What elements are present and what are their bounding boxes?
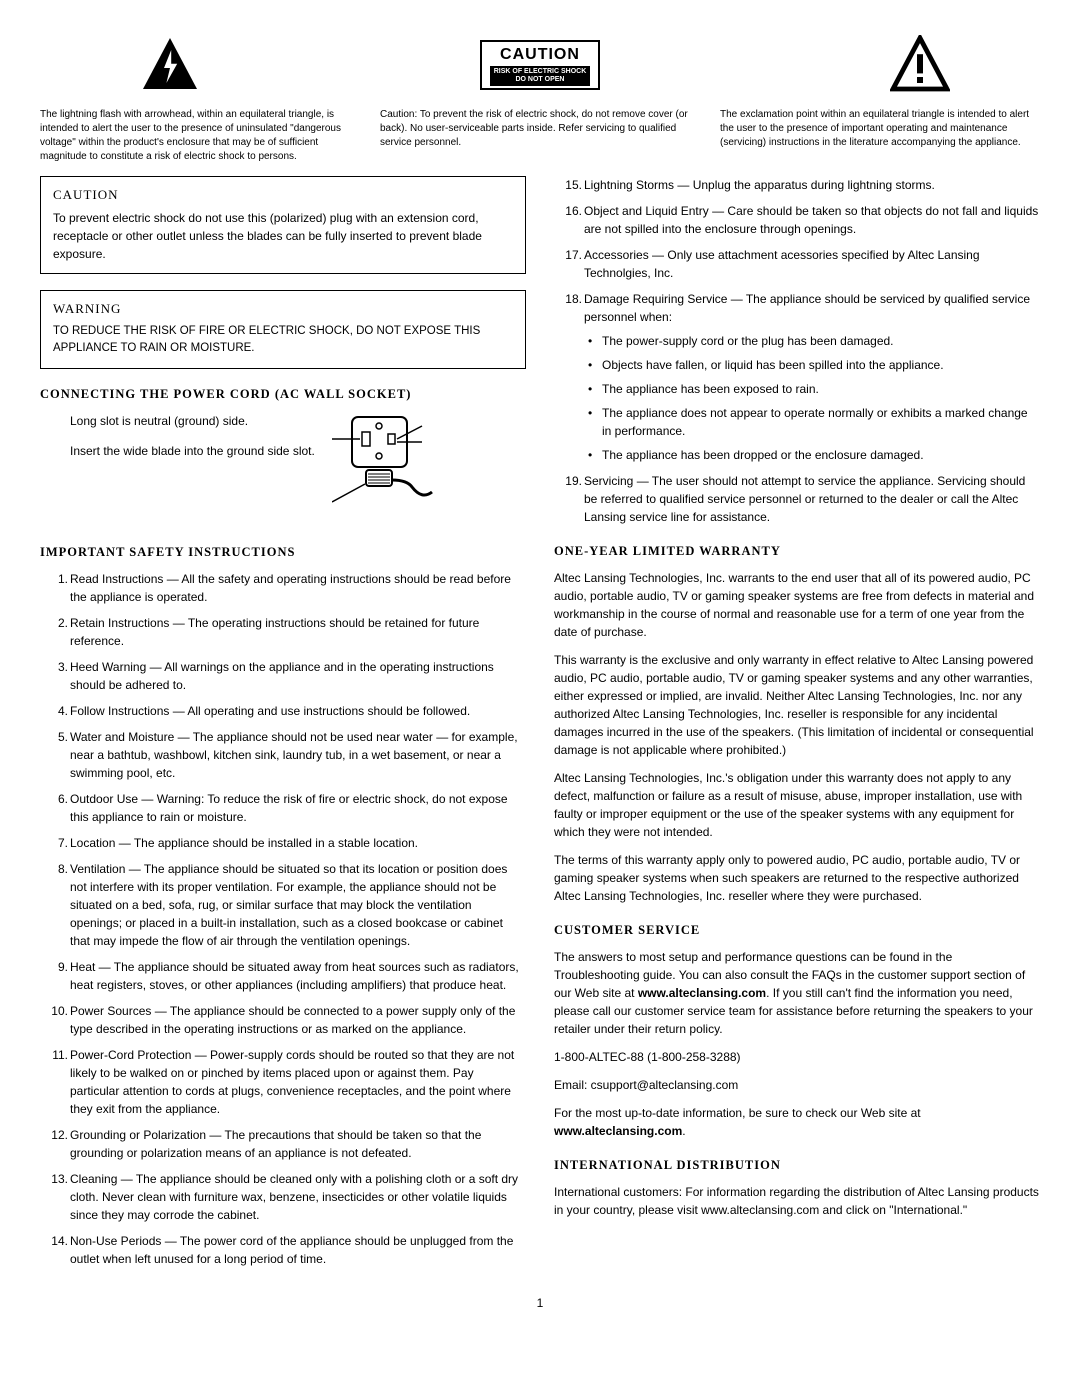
safety-item-18-text: Damage Requiring Service — The appliance… (584, 292, 1030, 324)
safety-item: Read Instructions — All the safety and o… (46, 570, 526, 606)
service-p2a: For the most up-to-date information, be … (554, 1106, 921, 1120)
service-p2c: . (682, 1124, 685, 1138)
safety-item: Heed Warning — All warnings on the appli… (46, 658, 526, 694)
safety-item: Retain Instructions — The operating inst… (46, 614, 526, 650)
safety-item: Power-Cord Protection — Power-supply cor… (46, 1046, 526, 1118)
power-line2: Insert the wide blade into the ground si… (70, 442, 322, 460)
lightning-triangle-icon-wrap (40, 30, 360, 100)
safety-item: Grounding or Polarization — The precauti… (46, 1126, 526, 1162)
intl-title: INTERNATIONAL DISTRIBUTION (554, 1158, 1040, 1173)
service-title: CUSTOMER SERVICE (554, 923, 1040, 938)
caution-text: To prevent electric shock do not use thi… (53, 209, 513, 263)
safety-subitem: The power-supply cord or the plug has be… (588, 332, 1040, 350)
caution-box-sub: RISK OF ELECTRIC SHOCK DO NOT OPEN (490, 66, 591, 87)
lightning-triangle-icon (140, 35, 200, 95)
safety-list-left: Read Instructions — All the safety and o… (40, 570, 526, 1268)
warning-title: WARNING (53, 301, 513, 317)
safety-item: Non-Use Periods — The power cord of the … (46, 1232, 526, 1268)
warranty-p4: The terms of this warranty apply only to… (554, 851, 1040, 905)
page-number: 1 (40, 1296, 1040, 1310)
header-right-text: The exclamation point within an equilate… (720, 108, 1040, 150)
safety-item: Ventilation — The appliance should be si… (46, 860, 526, 950)
safety-item: Power Sources — The appliance should be … (46, 1002, 526, 1038)
warning-text: TO REDUCE THE RISK OF FIRE OR ELECTRIC S… (53, 323, 513, 358)
caution-label-box: CAUTION RISK OF ELECTRIC SHOCK DO NOT OP… (480, 40, 601, 91)
safety-item: Object and Liquid Entry — Care should be… (560, 202, 1040, 238)
warning-box-section: WARNING TO REDUCE THE RISK OF FIRE OR EL… (40, 290, 526, 369)
safety-item: Location — The appliance should be insta… (46, 834, 526, 852)
body-columns: CAUTION To prevent electric shock do not… (40, 176, 1040, 1276)
service-phone: 1-800-ALTEC-88 (1-800-258-3288) (554, 1048, 1040, 1066)
safety-item: Lightning Storms — Unplug the apparatus … (560, 176, 1040, 194)
safety-subitem: The appliance does not appear to operate… (588, 404, 1040, 440)
power-title: CONNECTING THE POWER CORD (AC WALL SOCKE… (40, 387, 526, 402)
safety-item-18-sublist: The power-supply cord or the plug has be… (584, 332, 1040, 464)
header-row: The lightning flash with arrowhead, with… (40, 30, 1040, 164)
safety-item: Damage Requiring Service — The appliance… (560, 290, 1040, 464)
warranty-p1: Altec Lansing Technologies, Inc. warrant… (554, 569, 1040, 641)
warranty-p2: This warranty is the exclusive and only … (554, 651, 1040, 759)
service-url-2: www.alteclansing.com (554, 1124, 682, 1138)
warranty-p3: Altec Lansing Technologies, Inc.'s oblig… (554, 769, 1040, 841)
service-email: Email: csupport@alteclansing.com (554, 1076, 1040, 1094)
exclamation-triangle-icon-wrap (720, 30, 1040, 100)
safety-item: Accessories — Only use attachment acesso… (560, 246, 1040, 282)
header-col-left: The lightning flash with arrowhead, with… (40, 30, 360, 164)
outlet-plug-icon (332, 412, 442, 527)
page: The lightning flash with arrowhead, with… (0, 0, 1080, 1330)
safety-item: Cleaning — The appliance should be clean… (46, 1170, 526, 1224)
caution-box-title: CAUTION (500, 46, 580, 64)
safety-item: Servicing — The user should not attempt … (560, 472, 1040, 526)
caution-box-section: CAUTION To prevent electric shock do not… (40, 176, 526, 274)
caution-box-sub2: DO NOT OPEN (515, 76, 564, 83)
safety-list-right: Lightning Storms — Unplug the apparatus … (554, 176, 1040, 526)
safety-item: Follow Instructions — All operating and … (46, 702, 526, 720)
header-col-right: The exclamation point within an equilate… (720, 30, 1040, 164)
safety-title: IMPORTANT SAFETY INSTRUCTIONS (40, 545, 526, 560)
safety-subitem: Objects have fallen, or liquid has been … (588, 356, 1040, 374)
caution-box-sub1: RISK OF ELECTRIC SHOCK (494, 68, 587, 75)
warranty-title: ONE-YEAR LIMITED WARRANTY (554, 544, 1040, 559)
safety-item: Outdoor Use — Warning: To reduce the ris… (46, 790, 526, 826)
intl-p1: International customers: For information… (554, 1183, 1040, 1219)
service-p1: The answers to most setup and performanc… (554, 948, 1040, 1038)
safety-item: Heat — The appliance should be situated … (46, 958, 526, 994)
header-center-text: Caution: To prevent the risk of electric… (380, 108, 700, 150)
safety-item: Water and Moisture — The appliance shoul… (46, 728, 526, 782)
service-url-1: www.alteclansing.com (638, 986, 766, 1000)
power-text: Long slot is neutral (ground) side. Inse… (40, 412, 322, 472)
caution-title: CAUTION (53, 187, 513, 203)
safety-subitem: The appliance has been dropped or the en… (588, 446, 1040, 464)
right-column: Lightning Storms — Unplug the apparatus … (554, 176, 1040, 1276)
header-left-text: The lightning flash with arrowhead, with… (40, 108, 360, 164)
safety-subitem: The appliance has been exposed to rain. (588, 380, 1040, 398)
power-row: Long slot is neutral (ground) side. Inse… (40, 412, 526, 527)
exclamation-triangle-icon (890, 35, 950, 95)
left-column: CAUTION To prevent electric shock do not… (40, 176, 526, 1276)
service-p2: For the most up-to-date information, be … (554, 1104, 1040, 1140)
power-line1: Long slot is neutral (ground) side. (70, 412, 322, 430)
caution-box-wrap: CAUTION RISK OF ELECTRIC SHOCK DO NOT OP… (380, 30, 700, 100)
header-col-center: CAUTION RISK OF ELECTRIC SHOCK DO NOT OP… (380, 30, 700, 164)
